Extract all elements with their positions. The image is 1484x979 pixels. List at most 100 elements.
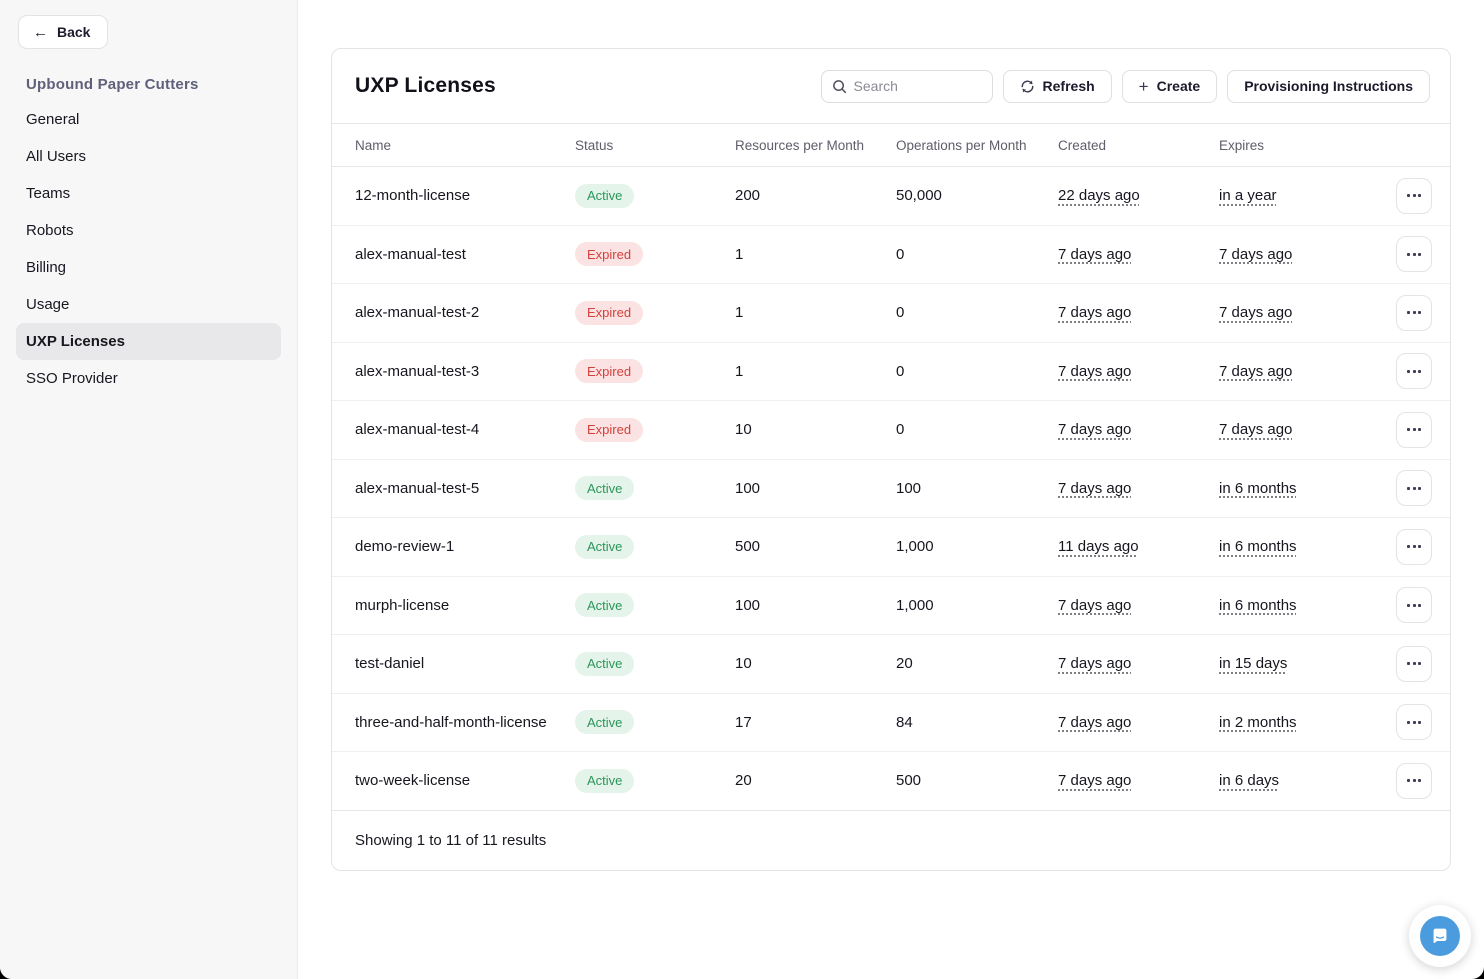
license-name: test-daniel: [355, 655, 425, 673]
sidebar-item-teams[interactable]: Teams: [26, 185, 71, 202]
expires-value: in a year: [1219, 187, 1277, 205]
sidebar-item-uxp-licenses[interactable]: UXP Licenses: [16, 323, 281, 360]
row-actions-menu-button[interactable]: [1396, 645, 1432, 682]
license-name: alex-manual-test-5: [355, 479, 480, 497]
column-header-operations: Operations per Month: [896, 137, 1027, 153]
operations-per-month: 0: [896, 245, 905, 263]
results-summary: Showing 1 to 11 of 11 results: [355, 831, 547, 849]
table-row: alex-manual-test-3 Expired 1 0 7 days ag…: [332, 343, 1450, 401]
back-button[interactable]: ← Back: [18, 15, 109, 49]
resources-per-month: 500: [735, 538, 761, 556]
status-badge: Expired: [575, 359, 644, 384]
status-badge: Active: [575, 768, 635, 793]
created-value: 7 days ago: [1058, 479, 1132, 497]
status-badge: Active: [575, 593, 635, 618]
status-badge: Active: [575, 183, 635, 208]
row-actions-menu-button[interactable]: [1396, 528, 1432, 565]
back-arrow-icon: ←: [33, 23, 48, 41]
expires-value: in 15 days: [1219, 655, 1288, 673]
created-value: 7 days ago: [1058, 245, 1132, 263]
resources-per-month: 100: [735, 479, 761, 497]
row-actions-menu-button[interactable]: [1396, 353, 1432, 390]
refresh-icon: [1021, 80, 1034, 92]
license-name: alex-manual-test: [355, 245, 466, 263]
org-title: Upbound Paper Cutters: [26, 76, 199, 93]
table-row: alex-manual-test-2 Expired 1 0 7 days ag…: [332, 284, 1450, 343]
column-header-expires: Expires: [1219, 137, 1265, 153]
sidebar-item-general[interactable]: General: [26, 111, 80, 128]
table-row: alex-manual-test Expired 1 0 7 days ago …: [332, 226, 1450, 284]
table-header-row: Name Status Resources per Month Operatio…: [332, 123, 1450, 167]
license-name: murph-license: [355, 596, 450, 614]
status-badge: Active: [575, 476, 635, 501]
licenses-card: UXP Licenses: [331, 48, 1451, 871]
table-row: two-week-license Active 20 500 7 days ag…: [332, 752, 1450, 811]
status-badge: Expired: [575, 417, 644, 442]
resources-per-month: 100: [735, 596, 761, 614]
created-value: 7 days ago: [1058, 421, 1132, 439]
expires-value: in 6 months: [1219, 596, 1297, 614]
created-value: 7 days ago: [1058, 362, 1132, 380]
license-name: demo-review-1: [355, 538, 455, 556]
column-header-name: Name: [355, 137, 392, 153]
table-body: 12-month-license Active 20 0 50,000 22 da…: [332, 167, 1450, 811]
resources-per-month: 1: [735, 245, 744, 263]
resources-per-month: 20: [735, 772, 752, 790]
created-value: 7 days ago: [1058, 596, 1132, 614]
license-name: alex-manual-test-4: [355, 421, 480, 439]
row-actions-menu-button[interactable]: [1396, 411, 1432, 448]
row-actions-menu-button[interactable]: [1396, 177, 1432, 214]
created-value: 22 days ago: [1058, 187, 1140, 205]
main-content: UXP Licenses: [298, 0, 1484, 979]
provisioning-instructions-button[interactable]: Provisioning Instructions: [1227, 69, 1430, 103]
chat-bubble-icon: [1420, 916, 1460, 956]
status-badge: Active: [575, 651, 635, 676]
license-name: alex-manual-test-3: [355, 362, 480, 380]
expires-value: 7 days ago: [1219, 362, 1293, 380]
table-row: murph-license Active 100 1,000 7 days ag…: [332, 577, 1450, 635]
expires-value: in 2 months: [1219, 713, 1297, 731]
sidebar-item-all-users[interactable]: All Users: [26, 148, 87, 165]
row-actions-menu-button[interactable]: [1396, 704, 1432, 741]
operations-per-month: 100: [896, 479, 922, 497]
search-icon: [832, 79, 846, 93]
created-value: 11 days ago: [1058, 538, 1139, 556]
sidebar-item-robots[interactable]: Robots: [26, 222, 74, 239]
create-button[interactable]: + Create: [1121, 69, 1218, 103]
resources-per-month: 10: [735, 655, 752, 673]
expires-value: 7 days ago: [1219, 304, 1293, 322]
table-row: alex-manual-test-4 Expired 10 0 7 days a…: [332, 401, 1450, 460]
sidebar-item-billing[interactable]: Billing: [26, 259, 67, 276]
license-name: 12-month-license: [355, 187, 471, 205]
search-input[interactable]: [853, 78, 982, 94]
back-button-label: Back: [57, 24, 91, 40]
status-badge: Expired: [575, 300, 644, 325]
table-row: test-daniel Active 10 20 7 days ago in 1…: [332, 635, 1450, 694]
created-value: 7 days ago: [1058, 713, 1132, 731]
row-actions-menu-button[interactable]: [1396, 294, 1432, 331]
refresh-button[interactable]: Refresh: [1002, 69, 1112, 103]
table-row: three-and-half-month-license Active 17 8…: [332, 694, 1450, 752]
sidebar-item-sso-provider[interactable]: SSO Provider: [26, 370, 118, 387]
operations-per-month: 84: [896, 713, 913, 731]
chat-launcher-button[interactable]: [1409, 905, 1471, 967]
expires-value: in 6 days: [1219, 772, 1280, 790]
operations-per-month: 0: [896, 362, 905, 380]
column-header-created: Created: [1058, 137, 1107, 153]
sidebar-item-usage[interactable]: Usage: [26, 296, 70, 313]
license-name: three-and-half-month-license: [355, 713, 547, 731]
table-row: 12-month-license Active 200 50,000 22 da…: [332, 167, 1450, 226]
row-actions-menu-button[interactable]: [1396, 762, 1432, 799]
created-value: 7 days ago: [1058, 304, 1132, 322]
operations-per-month: 1,000: [896, 538, 934, 556]
operations-per-month: 50,000: [896, 187, 942, 205]
status-badge: Expired: [575, 242, 644, 267]
table-row: demo-review-1 Active 500 1,000 11 days a…: [332, 518, 1450, 577]
resources-per-month: 1: [735, 304, 744, 322]
expires-value: in 6 months: [1219, 479, 1297, 497]
row-actions-menu-button[interactable]: [1396, 470, 1432, 507]
search-box: [820, 69, 993, 103]
table-row: alex-manual-test-5 Active 100 100 7 days…: [332, 460, 1450, 518]
row-actions-menu-button[interactable]: [1396, 236, 1432, 273]
row-actions-menu-button[interactable]: [1396, 587, 1432, 624]
